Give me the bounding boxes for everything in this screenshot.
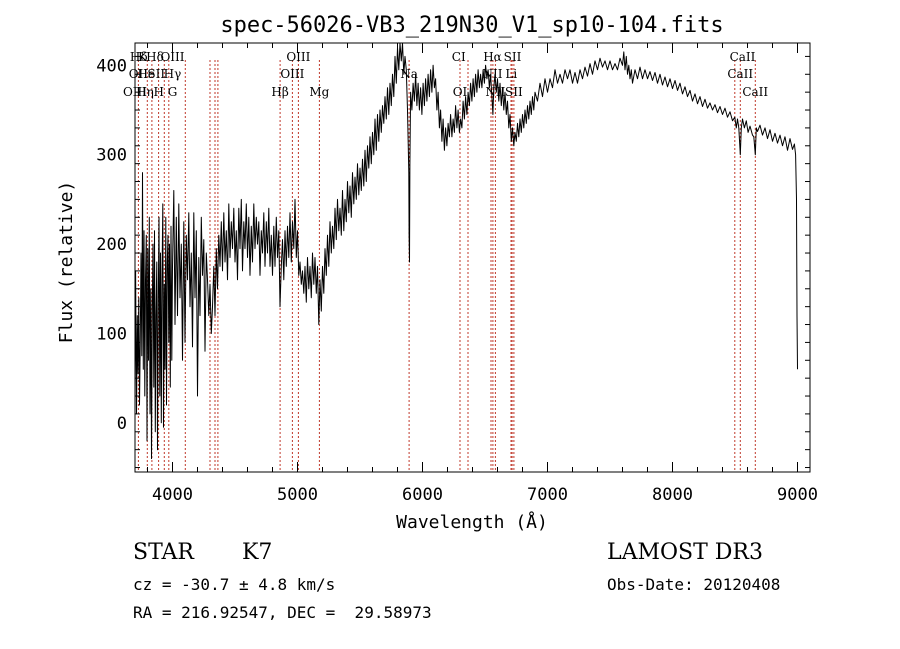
x-tick-label-8000: 8000 [652,485,693,505]
y-tick-label-0: 0 [117,414,127,434]
line-label: NII [485,85,505,99]
line-label: Mg [309,85,329,99]
plot-frame [134,42,811,473]
line-label: Hγ [164,67,182,81]
line-label: Na [400,67,418,81]
y-tick-label-400: 400 [96,56,127,76]
line-label: OI [453,85,468,99]
y-tick-label-100: 100 [96,324,127,344]
line-label: Li [505,67,517,81]
y-axis-label: Flux (relative) [56,181,77,344]
chart-title: spec-56026-VB3_219N30_V1_sp10-104.fits [220,13,723,38]
line-label: OIII [280,67,304,81]
series-line-flux [134,42,798,460]
line-label: SII [505,85,523,99]
line-label: NII [483,67,503,81]
x-tick-label-6000: 6000 [402,485,443,505]
emission-line-markers [137,60,756,472]
x-axis-label: Wavelength (Å) [396,511,548,533]
line-label: H [154,85,164,99]
y-tick-label-200: 200 [96,235,127,255]
line-label: OIII [160,50,184,64]
object-subclass: K7 [242,540,273,565]
x-tick-label-9000: 9000 [777,485,818,505]
line-label: Hη [136,85,154,99]
x-tick-label-4000: 4000 [152,485,193,505]
line-label: CaII [727,67,753,81]
y-axis: 0 100 200 300 400 [96,55,810,469]
line-label: OIII [123,85,147,99]
x-tick-label-7000: 7000 [527,485,568,505]
line-label: Hδ [146,50,164,64]
survey-name: LAMOST DR3 [607,540,763,565]
redshift-velocity: cz = -30.7 ± 4.8 km/s [133,575,336,594]
sky-coordinates: RA = 216.92547, DEC = 29.58973 [133,603,432,622]
line-label: SII [147,67,165,81]
line-label: CaII [742,85,768,99]
x-tick-label-5000: 5000 [277,485,318,505]
line-label: Hβ [271,85,288,99]
line-label: OIII [286,50,310,64]
observation-date: Obs-Date: 20120408 [607,575,781,594]
line-label: OII [129,67,149,81]
line-label: CaII [730,50,756,64]
line-label: K [138,50,148,64]
line-label: G [168,85,178,99]
y-tick-label-300: 300 [96,146,127,166]
flux-series [134,42,798,460]
line-label: Hα [483,50,502,64]
line-label: SII [504,50,522,64]
line-label: Hδ [130,50,148,64]
line-label: He [137,67,155,81]
object-class: STAR [133,540,194,565]
line-label: CI [452,50,466,64]
x-axis: 4000 5000 6000 7000 8000 9000 [147,43,818,505]
